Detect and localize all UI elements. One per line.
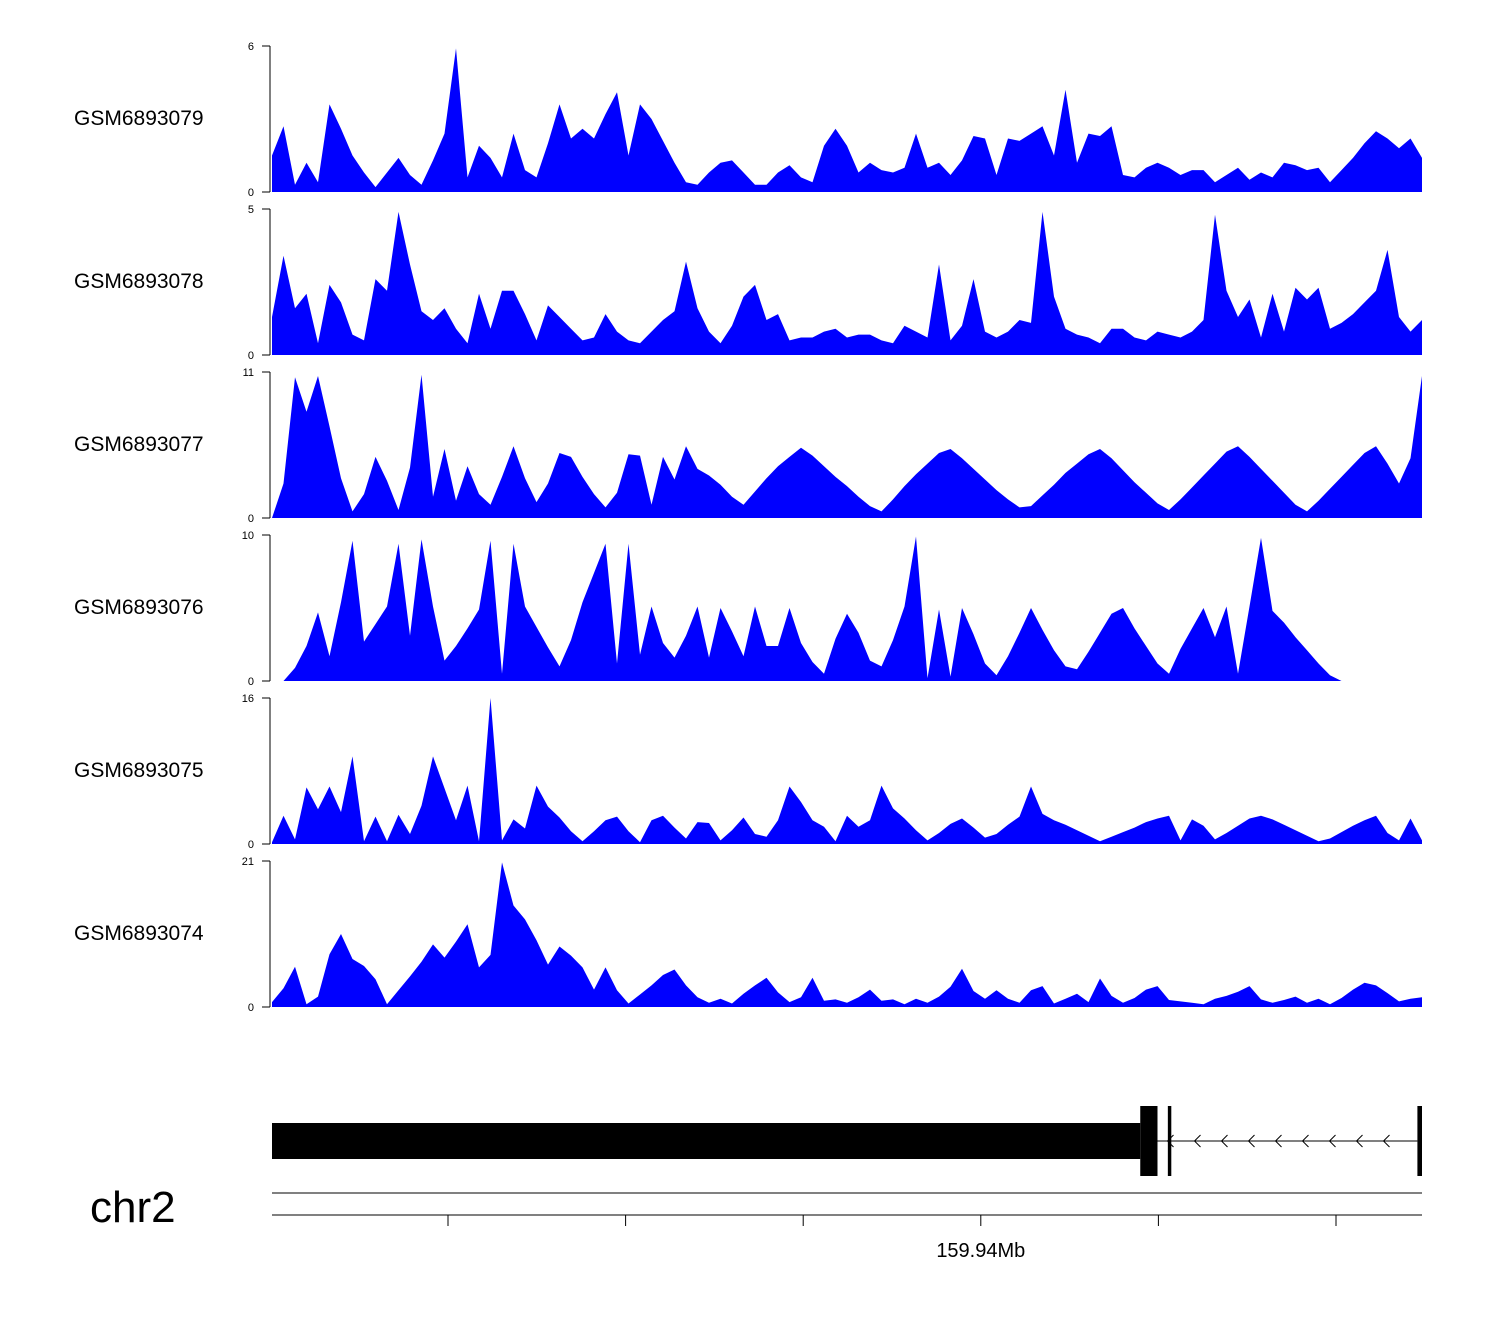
strand-arrow — [1274, 1134, 1282, 1148]
track-label: GSM6893075 — [74, 759, 204, 782]
strand-arrow — [1247, 1134, 1255, 1148]
y-tick-label: 0 — [248, 187, 254, 199]
track-label: GSM6893078 — [74, 270, 204, 293]
gene-utr-block — [272, 1123, 1141, 1159]
y-tick-label: 10 — [242, 530, 254, 542]
track-label: GSM6893077 — [74, 433, 204, 456]
strand-arrow — [1166, 1134, 1174, 1148]
y-tick-label: 0 — [248, 513, 254, 525]
gene-model-track — [272, 1106, 1422, 1176]
strand-arrow — [1301, 1134, 1309, 1148]
track-GSM6893075: 0 16 GSM6893075 — [74, 693, 1422, 851]
strand-arrow — [1328, 1134, 1336, 1148]
y-tick-label: 0 — [248, 350, 254, 362]
y-tick-label: 21 — [242, 856, 254, 868]
strand-arrow — [1355, 1134, 1363, 1148]
track-GSM6893077: 0 11 GSM6893077 — [74, 367, 1422, 525]
track-label: GSM6893076 — [74, 596, 204, 619]
genome-tick-label: 159.94Mb — [936, 1240, 1025, 1262]
strand-arrow — [1382, 1134, 1390, 1148]
strand-arrow — [1193, 1134, 1201, 1148]
y-tick-label: 11 — [243, 367, 254, 379]
track-GSM6893078: 0 5 GSM6893078 — [74, 204, 1422, 362]
gene-exon-block — [1167, 1106, 1172, 1176]
y-tick-label: 0 — [248, 676, 254, 688]
chromosome-label: chr2 — [90, 1183, 176, 1232]
track-GSM6893076: 0 10 GSM6893076 — [74, 530, 1422, 688]
track-label: GSM6893074 — [74, 922, 204, 945]
y-tick-label: 16 — [242, 693, 254, 705]
strand-arrow — [1220, 1134, 1228, 1148]
track-label: GSM6893079 — [74, 107, 204, 130]
genome-axis-track: chr2 159.94Mb — [90, 1183, 1422, 1262]
coverage-area — [272, 698, 1422, 844]
track-GSM6893079: 0 6 GSM6893079 — [74, 41, 1422, 199]
y-tick-label: 5 — [248, 204, 254, 216]
y-tick-label: 0 — [248, 839, 254, 851]
track-GSM6893074: 0 21 GSM6893074 — [74, 856, 1422, 1014]
coverage-area — [272, 211, 1422, 355]
coverage-area — [272, 536, 1422, 681]
y-tick-label: 0 — [248, 1002, 254, 1014]
gene-exon-block — [1417, 1106, 1422, 1176]
coverage-area — [272, 48, 1422, 193]
coverage-area — [272, 862, 1422, 1007]
coverage-area — [272, 374, 1422, 518]
y-tick-label: 6 — [248, 41, 254, 53]
coverage-tracks: 0 6 GSM6893079 0 5 GSM6893078 0 11 GSM6893077 0 10… — [74, 41, 1422, 1014]
gene-exon-block — [1140, 1106, 1158, 1176]
